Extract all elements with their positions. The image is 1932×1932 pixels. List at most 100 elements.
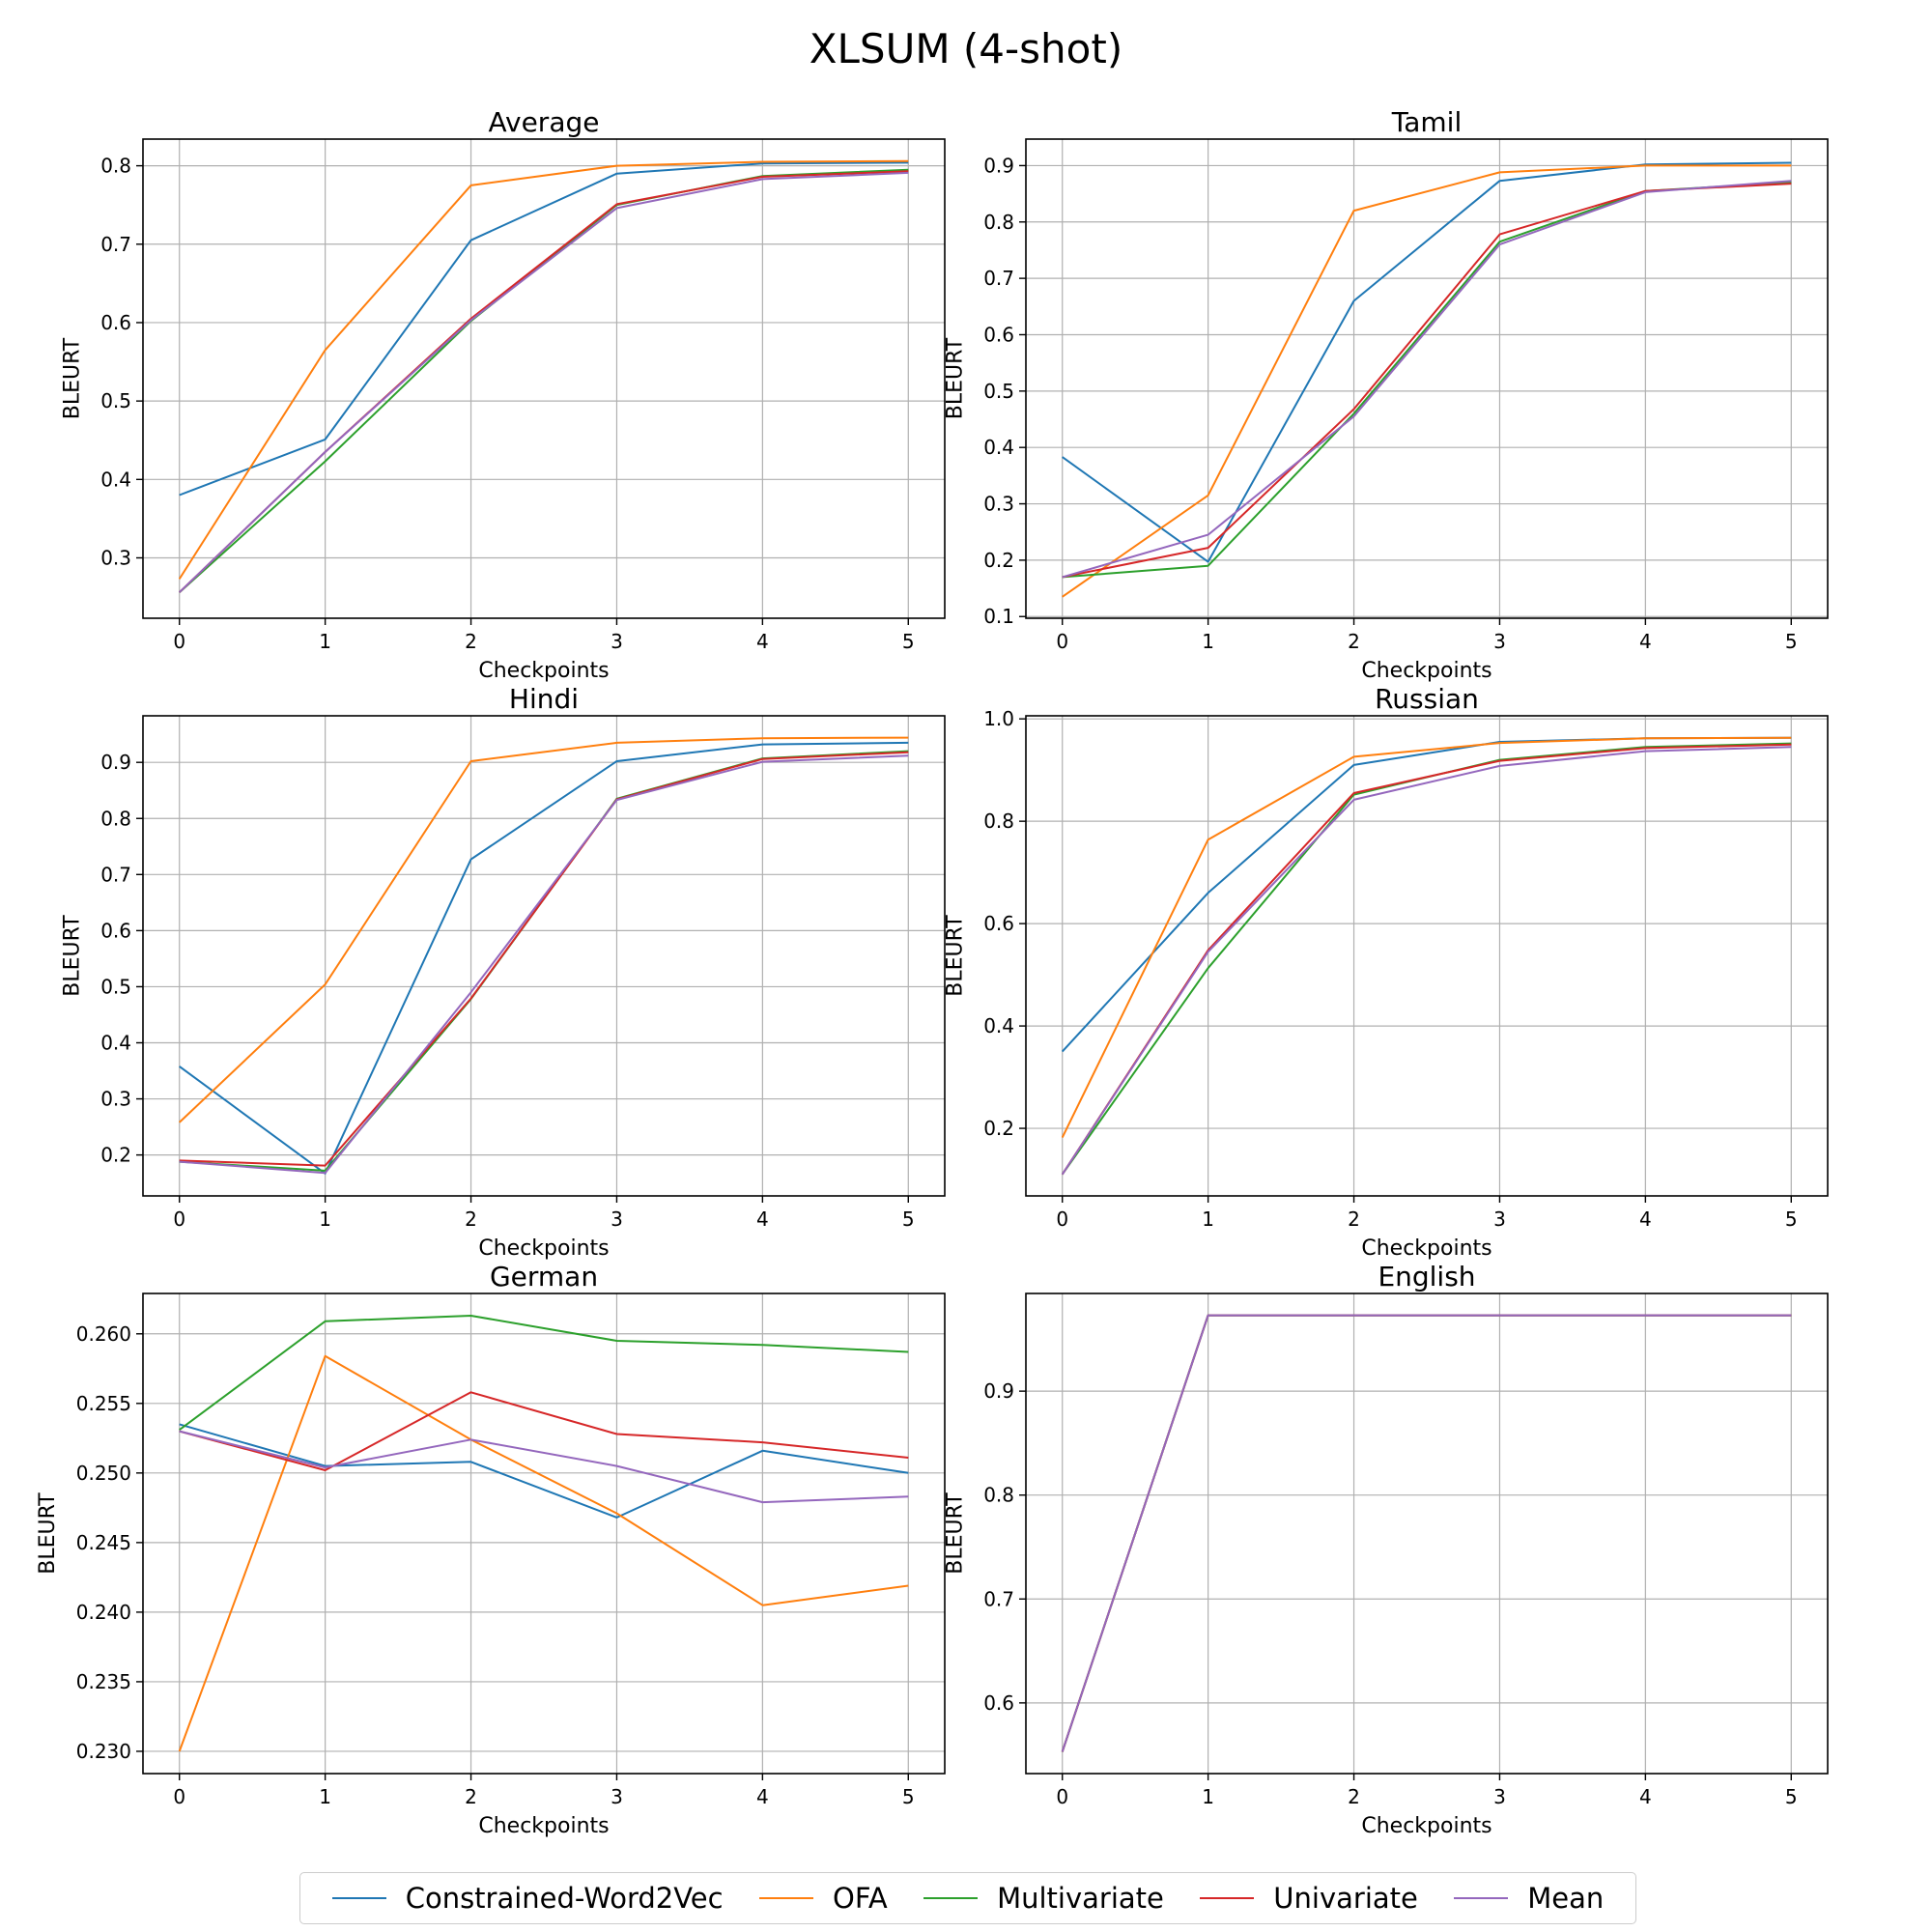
legend-swatch: [759, 1897, 813, 1899]
x-tick-label: 2: [465, 1785, 477, 1808]
y-tick-label: 0.7: [100, 233, 131, 256]
y-tick-label: 0.235: [76, 1670, 131, 1693]
series-line-constrained-word2vec: [179, 1423, 909, 1519]
x-tick-label: 0: [1056, 630, 1068, 653]
x-tick-label: 5: [1785, 1785, 1798, 1808]
y-tick-label: 0.6: [100, 919, 131, 942]
legend-entry: Univariate: [1200, 1882, 1418, 1915]
y-tick-label: 0.9: [983, 1379, 1014, 1403]
series-group: [1061, 1314, 1792, 1752]
x-tick-label: 5: [902, 1785, 915, 1808]
y-tick-label: 0.245: [76, 1531, 131, 1554]
x-tick-label: 4: [756, 1785, 769, 1808]
series-group: [179, 736, 909, 1175]
x-tick-label: 5: [902, 630, 915, 653]
series-line-multivariate: [179, 168, 909, 593]
figure-title: XLSUM (4-shot): [809, 25, 1123, 72]
subplot-hindi: 0 1 2 3 4 5 0.2 0.3 0.4 0.5 0.6 0.7 0.8 0.9 Hindi Check…: [61, 683, 946, 1261]
legend-label: Constrained-Word2Vec: [405, 1882, 724, 1915]
legend-swatch: [923, 1897, 979, 1899]
y-tick-label: 0.3: [100, 1088, 131, 1111]
x-tick-label: 0: [1056, 1208, 1068, 1231]
legend-swatch: [331, 1897, 386, 1899]
subplot-average: 0 1 2 3 4 5 0.3 0.4 0.5 0.6 0.7 0.8 Average Checkpoin…: [61, 106, 946, 683]
legend: Constrained-Word2Vec OFA Multivariate Un…: [299, 1872, 1636, 1924]
y-tick-label: 0.3: [100, 546, 131, 569]
subplot-title: Russian: [1375, 683, 1479, 715]
x-axis-label: Checkpoints: [478, 659, 609, 683]
y-axis-label: BLEURT: [944, 1492, 968, 1575]
y-tick-label: 0.2: [100, 1144, 131, 1167]
y-tick-label: 0.5: [983, 380, 1014, 403]
y-tick-label: 0.3: [983, 493, 1014, 516]
y-tick-label: 0.8: [983, 810, 1014, 833]
x-tick-label: 2: [1348, 1208, 1360, 1231]
series-line-univariate: [1061, 1314, 1792, 1752]
y-tick-label: 0.9: [983, 154, 1014, 177]
y-tick-label: 0.8: [983, 1484, 1014, 1507]
series-line-multivariate: [1061, 742, 1792, 1176]
x-tick-label: 1: [1202, 1785, 1214, 1808]
y-axis-label: BLEURT: [61, 337, 85, 419]
legend-label: OFA: [833, 1882, 888, 1915]
y-tick-label: 0.6: [100, 311, 131, 334]
x-tick-label: 3: [1493, 1208, 1506, 1231]
series-line-multivariate: [179, 750, 909, 1172]
x-tick-label: 0: [173, 1785, 185, 1808]
axes-frame: [142, 715, 946, 1197]
x-tick-label: 3: [1493, 630, 1506, 653]
subplot-title: Average: [489, 106, 600, 138]
x-tick-label: 4: [1639, 1208, 1652, 1231]
x-tick-label: 1: [319, 630, 331, 653]
x-tick-label: 0: [1056, 1785, 1068, 1808]
y-tick-label: 0.9: [100, 751, 131, 774]
legend-label: Multivariate: [997, 1882, 1164, 1915]
y-tick-label: 0.230: [76, 1740, 131, 1763]
series-line-mean: [179, 1430, 909, 1504]
x-tick-label: 1: [1202, 1208, 1214, 1231]
y-tick-label: 0.5: [100, 389, 131, 412]
x-axis-label: Checkpoints: [1361, 1236, 1492, 1261]
x-tick-label: 3: [1493, 1785, 1506, 1808]
legend-swatch: [1200, 1897, 1255, 1899]
legend-entry: Constrained-Word2Vec: [331, 1882, 724, 1915]
series-line-ofa: [179, 736, 909, 1123]
series-line-univariate: [179, 1391, 909, 1471]
x-tick-label: 5: [1785, 1208, 1798, 1231]
legend-entry: OFA: [759, 1882, 888, 1915]
x-tick-label: 3: [611, 1785, 623, 1808]
x-axis-label: Checkpoints: [1361, 1814, 1492, 1838]
x-tick-label: 2: [465, 630, 477, 653]
series-line-mean: [179, 754, 909, 1175]
x-axis-label: Checkpoints: [478, 1236, 609, 1261]
y-tick-label: 0.8: [100, 807, 131, 830]
y-tick-label: 0.4: [100, 468, 131, 491]
axes-frame: [142, 138, 946, 619]
series-line-ofa: [1061, 736, 1792, 1139]
x-tick-label: 0: [173, 630, 185, 653]
subplot-title: Hindi: [509, 683, 579, 715]
subplot-russian: 0 1 2 3 4 5 0.2 0.4 0.6 0.8 1.0 Russian Checkpoints B…: [944, 683, 1829, 1261]
y-tick-label: 0.6: [983, 323, 1014, 346]
y-tick-label: 0.6: [983, 912, 1014, 935]
series-line-mean: [179, 171, 909, 593]
y-tick-label: 0.240: [76, 1601, 131, 1624]
x-tick-label: 1: [319, 1208, 331, 1231]
y-tick-label: 0.8: [983, 211, 1014, 234]
x-tick-label: 4: [1639, 1785, 1652, 1808]
y-tick-label: 0.2: [983, 549, 1014, 572]
axes-frame: [142, 1293, 946, 1775]
x-tick-label: 4: [1639, 630, 1652, 653]
y-axis-label: BLEURT: [944, 915, 968, 997]
subplot-german: 0 1 2 3 4 5 0.230 0.235 0.240 0.245 0.250 0.255 0.26…: [36, 1261, 946, 1838]
series-line-univariate: [179, 751, 909, 1167]
y-tick-label: 0.4: [100, 1031, 131, 1054]
series-line-mean: [1061, 746, 1792, 1176]
x-axis-label: Checkpoints: [478, 1814, 609, 1838]
legend-entry: Mean: [1454, 1882, 1604, 1915]
series-line-ofa: [1062, 164, 1792, 598]
x-tick-label: 3: [611, 630, 623, 653]
axes-frame: [1025, 138, 1829, 619]
